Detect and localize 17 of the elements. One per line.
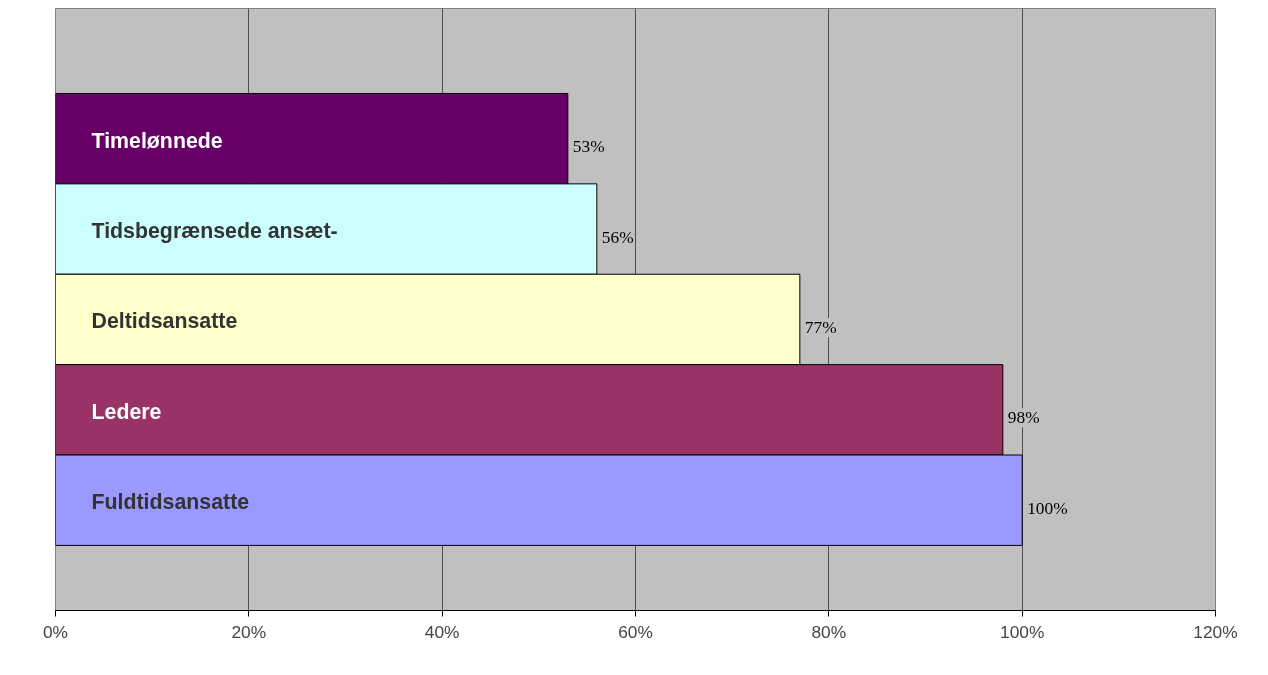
x-tick-label: 0%: [42, 621, 69, 642]
data-label: 77%: [804, 317, 837, 337]
data-label: 98%: [1007, 408, 1040, 428]
data-label: 100%: [1027, 498, 1068, 518]
x-tick-label: 40%: [424, 621, 460, 642]
y-tick-label: Ledere: [91, 399, 162, 424]
data-label: 53%: [572, 137, 605, 157]
y-tick-label: Deltidsansatte: [91, 309, 238, 334]
x-tick-label: 80%: [811, 621, 847, 642]
x-tick-label: 60%: [618, 621, 653, 642]
x-tick-label: 120%: [1193, 621, 1238, 642]
data-label: 56%: [601, 227, 634, 247]
x-tick-label: 20%: [231, 621, 267, 642]
y-tick-label: Timelønnede: [91, 128, 223, 153]
y-tick-label: Fuldtidsansatte: [91, 490, 250, 515]
y-tick-label: Tidsbegrænsede ansæt-: [91, 219, 338, 244]
x-tick-label: 100%: [1000, 621, 1045, 642]
